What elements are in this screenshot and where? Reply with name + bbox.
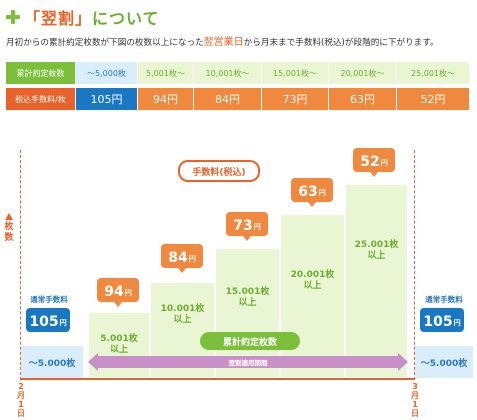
plus-icon <box>6 10 20 24</box>
fee-tag-1: 94 円 <box>97 278 139 307</box>
description-part1: 月初からの累計約定枚数が下図の枚数以上になった <box>6 38 204 48</box>
tier-row-header: 累計約定枚数 <box>6 62 76 84</box>
fee-cell: 94円 <box>138 88 194 110</box>
fee-tag-2: 84 円 <box>161 244 203 273</box>
step-count-suffix: 以上 <box>367 251 386 261</box>
step-count-suffix: 以上 <box>109 345 128 355</box>
left-normal-fee: 105 円 <box>26 308 70 332</box>
right-fee-value: 105 <box>423 314 453 330</box>
step-count-suffix: 以上 <box>303 281 322 291</box>
fee-tag-4: 63 円 <box>291 178 333 207</box>
fee-tag-value: 73 <box>233 218 253 234</box>
fee-cell: 105円 <box>76 88 138 110</box>
tier-row: 累計約定枚数 〜5,000枚 5,001枚〜 10,001枚〜 15,001枚〜… <box>6 62 470 84</box>
tier-cell: 10,001枚〜 <box>194 62 262 84</box>
y-axis-label: 枚数 <box>4 222 14 243</box>
fee-cell: 73円 <box>262 88 329 110</box>
fee-tag-3: 73 円 <box>226 212 268 241</box>
fee-bubble: 手数料(税込) <box>178 160 260 182</box>
start-date-line <box>20 150 21 380</box>
tier-cell: 20,001枚〜 <box>329 62 397 84</box>
page-title: 「翌割」について <box>24 5 160 29</box>
step-count-label: 5.001枚 <box>100 334 138 344</box>
step-count-suffix: 以上 <box>238 298 257 308</box>
fee-tag-value: 63 <box>298 184 318 200</box>
y-axis-arrow-icon <box>5 213 13 220</box>
fee-row-header: 税込手数料/枚 <box>6 88 76 110</box>
tier-cell: 5,001枚〜 <box>138 62 194 84</box>
yen-label: 円 <box>188 255 196 263</box>
fee-tag-value: 84 <box>168 250 188 266</box>
title-rest: について <box>92 9 160 28</box>
yen-label: 円 <box>253 223 261 231</box>
left-fee-value: 105 <box>29 314 59 330</box>
step-count-label: 15.001枚 <box>225 287 270 297</box>
tier-cell: 〜5,000枚 <box>76 62 138 84</box>
right-normal-fee: 105 円 <box>420 308 464 332</box>
yen-label: 円 <box>380 159 388 167</box>
step-count-label: 20.001枚 <box>290 270 335 280</box>
description-highlight: 翌営業日 <box>203 37 244 48</box>
end-date-line <box>414 150 415 380</box>
step-block-5: 25.001枚 以上 <box>345 184 408 378</box>
tier-cell: 25,001枚〜 <box>397 62 470 84</box>
start-date-label: 2月1日 <box>17 382 25 418</box>
step-count-suffix: 以上 <box>173 315 192 325</box>
title-highlight: 「翌割」 <box>24 9 93 28</box>
count-bubble: 累計約定枚数 <box>200 332 300 350</box>
fee-table: 累計約定枚数 〜5,000枚 5,001枚〜 10,001枚〜 15,001枚〜… <box>6 62 470 114</box>
fee-cell: 84円 <box>194 88 262 110</box>
fee-row: 税込手数料/枚 105円 94円 84円 73円 63円 52円 <box>6 88 470 110</box>
tier-cell: 15,001枚〜 <box>262 62 329 84</box>
yen-label: 円 <box>59 319 67 327</box>
yen-label: 円 <box>318 189 326 197</box>
yen-label: 円 <box>124 289 132 297</box>
step-count-label: 10.001枚 <box>160 304 205 314</box>
fee-tag-value: 94 <box>104 284 124 300</box>
description-part2: から月末まで手数料(税込)が段階的に下がります。 <box>243 38 439 48</box>
fee-cell: 52円 <box>397 88 470 110</box>
fee-cell: 63円 <box>329 88 397 110</box>
period-arrow-left-icon <box>88 353 98 371</box>
period-arrow-right-icon <box>398 353 408 371</box>
step-count-label: 25.001枚 <box>354 240 399 250</box>
period-bar: 翌割適用期間 <box>98 356 398 368</box>
right-caption: 通常手数料 <box>425 295 463 304</box>
end-date-label: 3月1日 <box>411 382 419 418</box>
left-count-box: 〜5.000枚 <box>21 346 83 378</box>
right-count-box: 〜5.000枚 <box>415 346 473 378</box>
description: 月初からの累計約定枚数が下図の枚数以上になった翌営業日から月末まで手数料(税込)… <box>6 33 439 48</box>
fee-tag-5: 52 円 <box>353 148 395 177</box>
fee-tag-value: 52 <box>360 154 380 170</box>
yen-label: 円 <box>453 319 461 327</box>
left-caption: 通常手数料 <box>30 295 68 304</box>
x-axis-line <box>20 378 415 380</box>
title-row: 「翌割」について <box>6 6 160 28</box>
step-block-4: 20.001枚 以上 <box>280 214 345 378</box>
